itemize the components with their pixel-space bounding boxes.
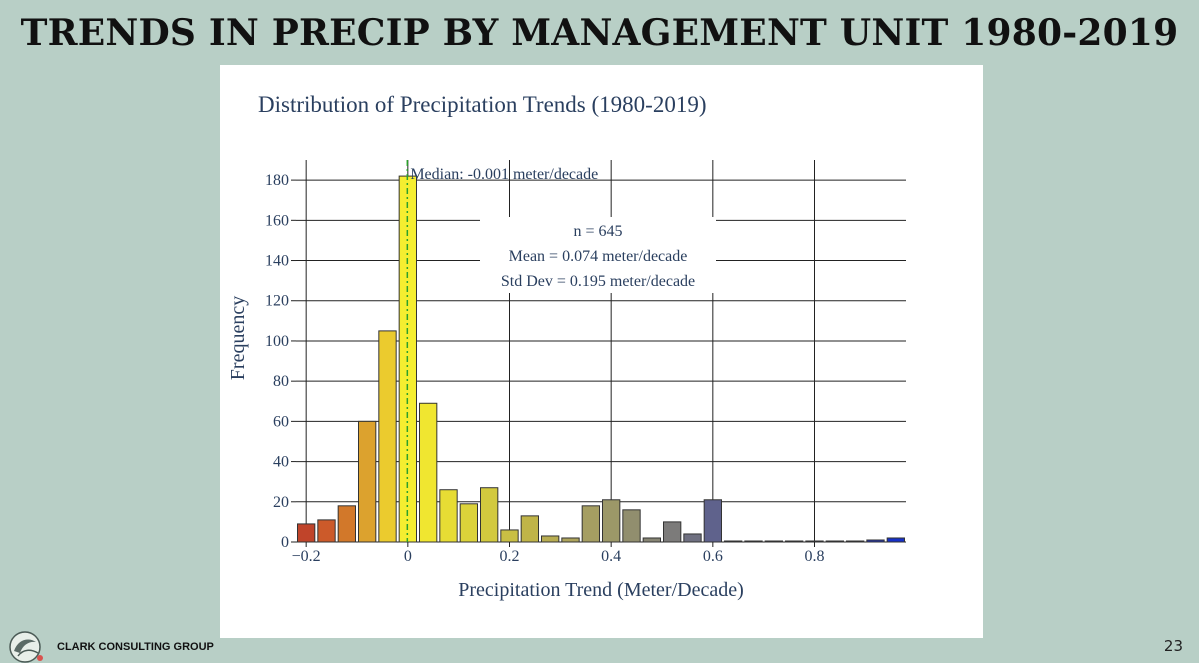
slide-title: TRENDS IN PRECIP BY MANAGEMENT UNIT 1980… — [20, 12, 1179, 54]
page-number: 23 — [1163, 637, 1183, 655]
y-axis-label: Frequency — [227, 296, 249, 380]
histogram-bar — [805, 540, 824, 543]
histogram-bar — [439, 489, 458, 543]
stats-mean: Mean = 0.074 meter/decade — [509, 248, 688, 265]
histogram-bar — [764, 540, 784, 543]
histogram-bar — [866, 539, 885, 543]
histogram-bar — [846, 540, 865, 543]
y-tick-label: 180 — [265, 172, 289, 189]
histogram-chart: Distribution of Precipitation Trends (19… — [220, 65, 983, 638]
histogram-bar — [297, 523, 316, 543]
y-tick-label: 80 — [273, 373, 289, 390]
chart-title: Distribution of Precipitation Trends (19… — [258, 92, 706, 117]
y-tick-label: 40 — [273, 454, 289, 471]
y-tick-label: 140 — [265, 253, 289, 270]
x-axis-label: Precipitation Trend (Meter/Decade) — [458, 579, 743, 601]
histogram-bar — [500, 529, 519, 543]
y-tick-label: 0 — [281, 534, 289, 551]
company-logo-icon — [9, 631, 43, 663]
y-tick-label: 120 — [265, 293, 289, 310]
histogram-bar — [561, 537, 580, 543]
y-tick-label: 100 — [265, 333, 289, 350]
histogram-bar — [724, 540, 743, 543]
y-tick-label: 60 — [273, 413, 289, 430]
histogram-bar — [358, 420, 377, 543]
x-tick-label: 0.8 — [805, 548, 825, 565]
stats-std: Std Dev = 0.195 meter/decade — [501, 273, 695, 290]
histogram-bar — [785, 540, 804, 543]
stats-box — [480, 217, 716, 293]
histogram-bar — [744, 540, 763, 543]
histogram-bar — [337, 505, 356, 543]
histogram-bars — [297, 175, 906, 543]
histogram-bar — [378, 330, 397, 543]
histogram-bar — [520, 515, 539, 543]
histogram-bar — [703, 499, 722, 543]
histogram-bar — [317, 519, 336, 543]
histogram-bar — [622, 509, 641, 543]
median-marker: Median: -0.001 meter/decade — [406, 160, 598, 542]
histogram-bar — [602, 499, 621, 543]
histogram-svg: Distribution of Precipitation Trends (19… — [227, 92, 906, 601]
histogram-bar — [886, 537, 906, 543]
histogram-bar — [459, 503, 479, 543]
stats-n: n = 645 — [573, 223, 622, 240]
x-tick-label: 0 — [404, 548, 412, 565]
histogram-bar — [825, 540, 845, 543]
y-tick-label: 20 — [273, 494, 289, 511]
y-tick-label: 160 — [265, 212, 289, 229]
histogram-bar — [683, 533, 702, 543]
histogram-bar — [581, 505, 600, 543]
histogram-bar — [480, 487, 499, 543]
x-tick-label: 0.2 — [500, 548, 520, 565]
x-tick-label: −0.2 — [292, 548, 321, 565]
median-label: Median: -0.001 meter/decade — [410, 166, 598, 183]
x-axis-ticks: −0.2 0 0.2 0.4 0.6 0.8 — [292, 542, 825, 565]
histogram-bar — [642, 537, 661, 543]
company-name: CLARK CONSULTING GROUP — [57, 641, 214, 653]
histogram-bar — [541, 535, 560, 543]
histogram-bar — [419, 402, 438, 543]
y-axis-ticks: 0 20 40 60 80 100 120 140 160 180 — [265, 172, 296, 551]
stats-annotation: n = 645 Mean = 0.074 meter/decade Std Dev … — [480, 217, 716, 293]
x-tick-label: 0.4 — [601, 548, 621, 565]
x-tick-label: 0.6 — [703, 548, 723, 565]
histogram-bar — [663, 521, 682, 543]
